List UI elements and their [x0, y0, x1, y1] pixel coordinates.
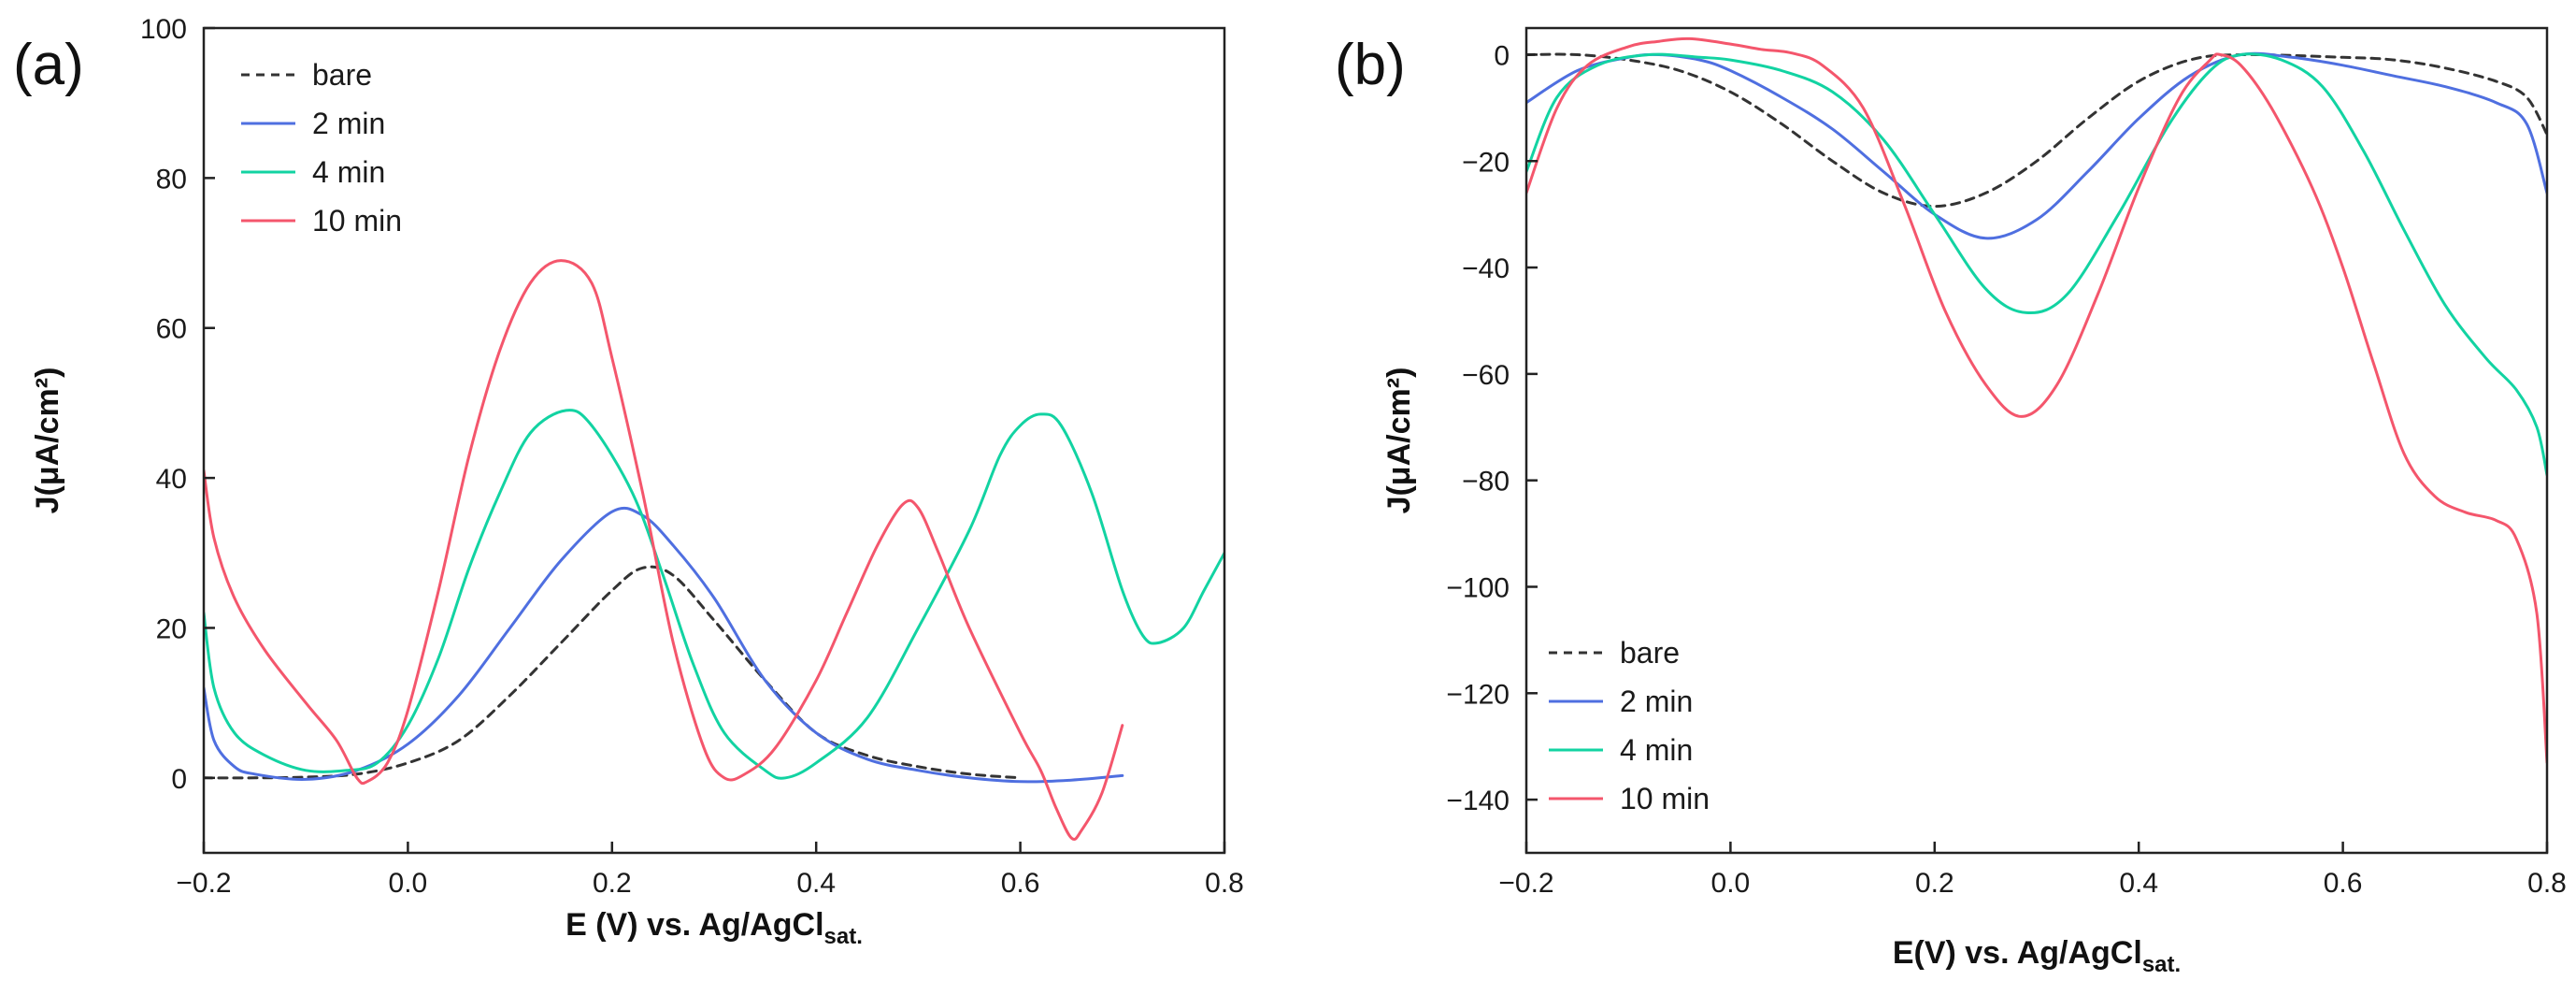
- y-tick-label: −80: [1462, 467, 1510, 498]
- x-axis-label-a: E (V) vs. Ag/AgClsat.: [565, 907, 863, 949]
- legend-b: bare 2 min 4 min 10 min: [1549, 636, 1710, 815]
- y-tick-label: −120: [1446, 679, 1510, 710]
- series-line-10-min: [1526, 36, 2547, 764]
- y-tick-label: 80: [156, 164, 187, 195]
- y-tick-label: −140: [1446, 786, 1510, 816]
- y-axis-label-b: J(μA/cm²): [1381, 368, 1417, 514]
- y-tick-label: −20: [1462, 147, 1510, 178]
- x-axis-label-b: E(V) vs. Ag/AgClsat.: [1893, 935, 2181, 977]
- x-tick-label: −0.2: [1498, 868, 1553, 899]
- y-tick-label: −60: [1462, 360, 1510, 391]
- x-tick-label: 0.2: [1915, 868, 1954, 899]
- y-axis-label-a: J(μA/cm²): [30, 368, 65, 514]
- x-tick-label: 0.8: [2527, 868, 2567, 899]
- legend-label-bare: bare: [312, 58, 372, 92]
- x-tick-label: 0.0: [1711, 868, 1751, 899]
- legend-label-10-min: 10 min: [312, 204, 402, 238]
- legend-label-4-min: 4 min: [1620, 733, 1693, 767]
- panel-b: (b) −0.2 0.0 0.2 0.4 0.6 0.8 0 −20 −40 −60 −80 −100…: [1335, 26, 2567, 977]
- y-tick-label: 60: [156, 314, 187, 345]
- legend-label-10-min: 10 min: [1620, 782, 1710, 815]
- y-tick-label: 100: [140, 14, 187, 45]
- y-tick-label: 0: [1494, 40, 1510, 71]
- y-tick-label: −100: [1446, 572, 1510, 603]
- x-tick-label: 0.6: [1001, 868, 1040, 899]
- y-tick-label: −40: [1462, 253, 1510, 284]
- y-tick-label: 20: [156, 613, 187, 644]
- series-line-bare: [204, 565, 1023, 780]
- legend-label-2-min: 2 min: [312, 107, 385, 140]
- plot-area-b: [1524, 26, 2549, 855]
- legend-a: bare 2 min 4 min 10 min: [241, 58, 402, 238]
- x-tick-label: −0.2: [176, 868, 231, 899]
- x-tick-label: 0.6: [2324, 868, 2363, 899]
- x-tick-label: 0.4: [796, 868, 836, 899]
- x-tick-label: 0.0: [389, 868, 428, 899]
- x-tick-label: 0.2: [593, 868, 632, 899]
- plot-area-a: [202, 26, 1226, 855]
- legend-label-2-min: 2 min: [1620, 685, 1693, 718]
- series-line-2-min: [204, 506, 1124, 784]
- series-line-4-min: [204, 409, 1224, 780]
- y-tick-label: 40: [156, 464, 187, 495]
- series-line-2-min: [1526, 51, 2547, 240]
- series-line-4-min: [1526, 52, 2547, 477]
- x-tick-label: 0.4: [2119, 868, 2158, 899]
- legend-label-bare: bare: [1620, 636, 1680, 670]
- panel-b-label: (b): [1335, 33, 1406, 97]
- y-tick-label: 0: [171, 764, 187, 795]
- series-line-bare: [1526, 52, 2547, 209]
- x-tick-label: 0.8: [1205, 868, 1244, 899]
- panel-a-label: (a): [13, 33, 84, 97]
- panel-a: (a) −0.2 0.0 0.2 0.4 0.6 0.8 0 20 40 60 80 100 J(μA…: [13, 14, 1244, 949]
- legend-label-4-min: 4 min: [312, 155, 385, 189]
- series-line-10-min: [204, 259, 1124, 842]
